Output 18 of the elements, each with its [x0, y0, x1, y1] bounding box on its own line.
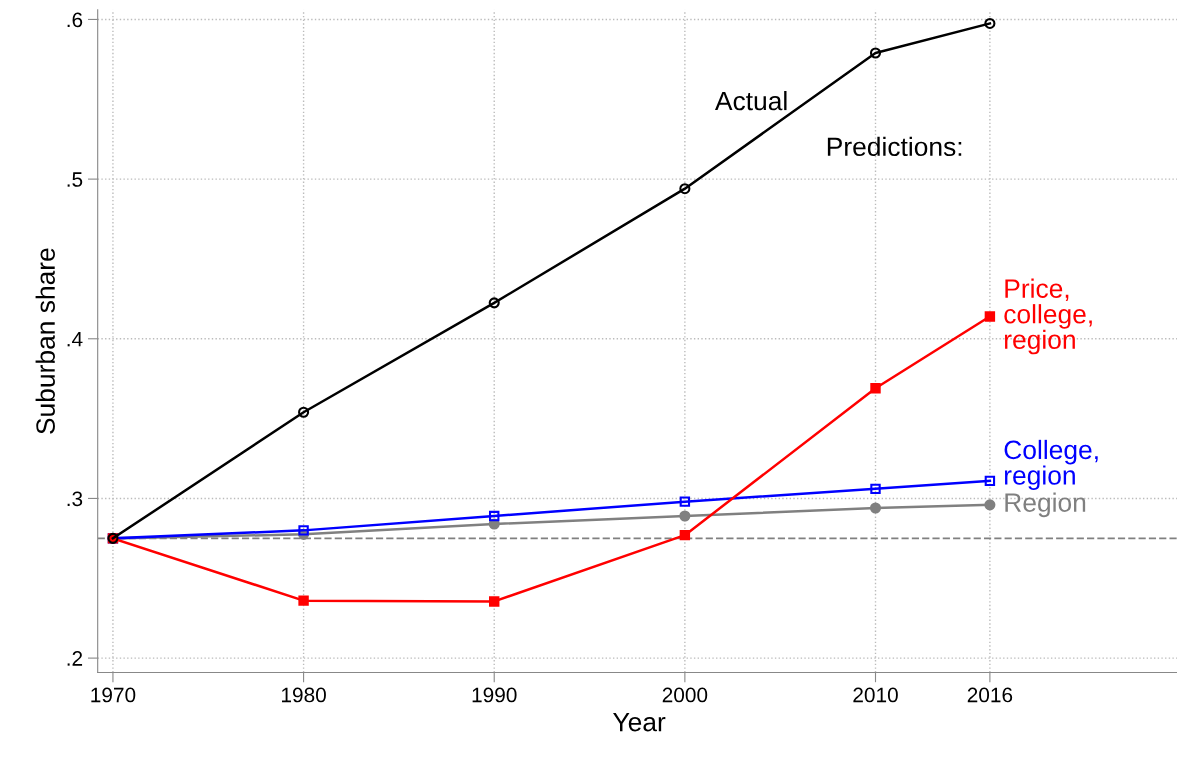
- y-axis-title: Suburban share: [35, 248, 55, 434]
- x-tick-label: 2016: [967, 687, 1013, 703]
- y-tick-label: .4: [67, 331, 83, 347]
- y-tick-label: .3: [67, 491, 83, 507]
- x-tick-label: 2000: [662, 687, 708, 703]
- series-label: Region: [1005, 492, 1086, 518]
- y-tick-label: .5: [67, 172, 83, 187]
- x-tick-label: 1990: [472, 687, 517, 703]
- x-tick-label: 1980: [282, 687, 326, 703]
- y-tick-label: .2: [67, 651, 83, 666]
- x-tick-label: 2010: [853, 687, 898, 703]
- x-tick-label: 1970: [91, 687, 136, 703]
- annotation: Predictions:: [827, 136, 962, 157]
- series-label: College, region: [1004, 439, 1098, 490]
- x-axis-title: Year: [613, 713, 666, 732]
- series-label: Price, college, region: [1004, 278, 1092, 355]
- y-tick-label: .6: [67, 12, 83, 28]
- series-label: Actual: [714, 90, 787, 111]
